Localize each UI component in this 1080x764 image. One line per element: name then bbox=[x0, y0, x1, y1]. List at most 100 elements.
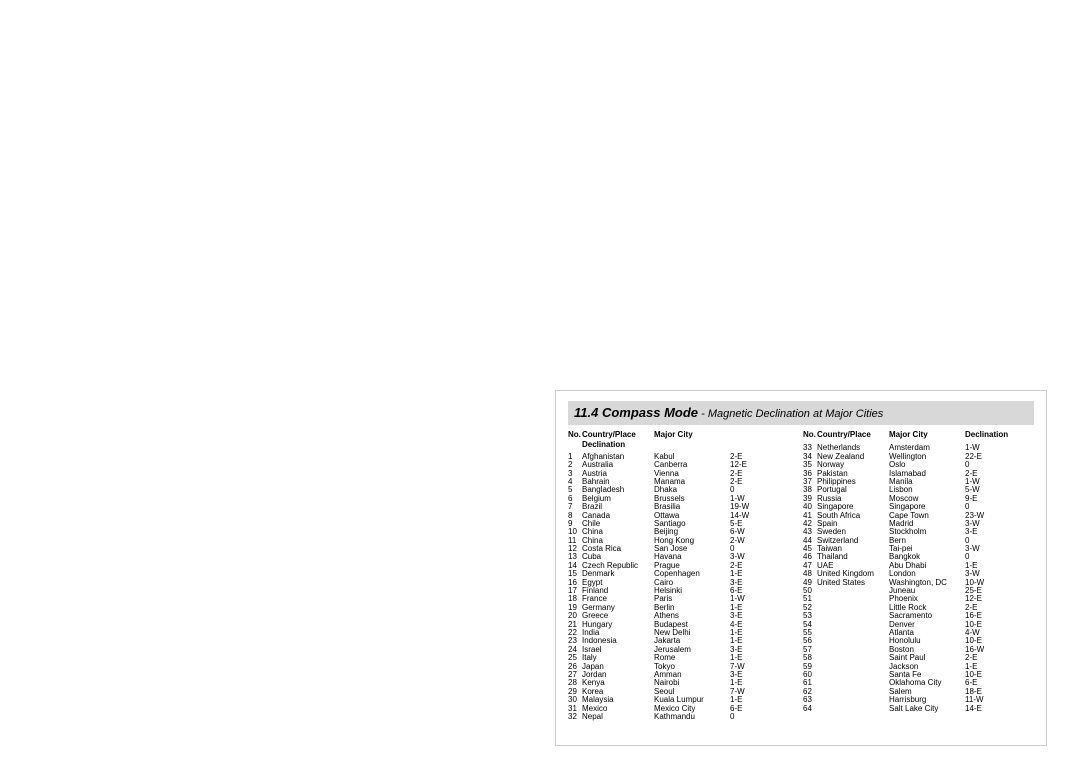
cell-no: 64 bbox=[803, 705, 817, 713]
table-row: 51Phoenix12-E bbox=[803, 595, 1034, 603]
cell-city: Tokyo bbox=[654, 663, 730, 671]
section-title-bar: 11.4 Compass Mode - Magnetic Declination… bbox=[568, 401, 1034, 425]
cell-country bbox=[817, 612, 889, 620]
section-subtitle-dash: - bbox=[698, 408, 708, 420]
cell-country bbox=[817, 688, 889, 696]
cell-country: Jordan bbox=[582, 671, 654, 679]
cell-city: Little Rock bbox=[889, 604, 965, 612]
cell-city: Canberra bbox=[654, 461, 730, 469]
cell-city: Harrisburg bbox=[889, 696, 965, 704]
table-row: 62Salem18-E bbox=[803, 688, 1034, 696]
cell-country: Bangladesh bbox=[582, 486, 654, 494]
document-page: 11.4 Compass Mode - Magnetic Declination… bbox=[555, 390, 1047, 746]
cell-country: Spain bbox=[817, 520, 889, 528]
cell-city: Kuala Lumpur bbox=[654, 696, 730, 704]
cell-city: Santiago bbox=[654, 520, 730, 528]
cell-country bbox=[817, 595, 889, 603]
table-row: 64 Salt Lake City14-E bbox=[803, 705, 1034, 713]
cell-declination: 0 bbox=[730, 713, 764, 721]
table-row: 42SpainMadrid3-W bbox=[803, 520, 1034, 528]
header-city: Major City bbox=[889, 431, 965, 439]
header-city: Major City bbox=[654, 431, 730, 439]
cell-declination: 14-E bbox=[965, 705, 999, 713]
table-row: 55Atlanta4-W bbox=[803, 629, 1034, 637]
cell-city: Salt Lake City bbox=[889, 705, 965, 713]
cell-city: Honolulu bbox=[889, 637, 965, 645]
header-declination-blank bbox=[730, 431, 764, 439]
table-row: 5BangladeshDhaka0 bbox=[568, 486, 799, 494]
cell-city: Beijing bbox=[654, 528, 730, 536]
cell-city: Amsterdam bbox=[889, 444, 965, 452]
table-row: 11ChinaHong Kong2-W bbox=[568, 537, 799, 545]
table-row: 49United StatesWashington, DC10-W bbox=[803, 579, 1034, 587]
cell-country: Thailand bbox=[817, 553, 889, 561]
cell-country: Afghanistan bbox=[582, 453, 654, 461]
cell-city: Cape Town bbox=[889, 512, 965, 520]
cell-city: Wellington bbox=[889, 453, 965, 461]
cell-city: Jerusalem bbox=[654, 646, 730, 654]
cell-country: Hungary bbox=[582, 621, 654, 629]
table-content: No. Country/Place Major City Declination… bbox=[568, 431, 1034, 721]
cell-city: Singapore bbox=[889, 503, 965, 511]
cell-country: South Africa bbox=[817, 512, 889, 520]
cell-country: Belgium bbox=[582, 495, 654, 503]
cell-declination: 3-E bbox=[965, 528, 999, 536]
cell-city: Islamabad bbox=[889, 470, 965, 478]
table-row: 31MexicoMexico City6-E bbox=[568, 705, 799, 713]
cell-city: Mexico City bbox=[654, 705, 730, 713]
header-declination: Declination bbox=[582, 441, 654, 449]
cell-city: Hong Kong bbox=[654, 537, 730, 545]
cell-city: Santa Fe bbox=[889, 671, 965, 679]
cell-city: Stockholm bbox=[889, 528, 965, 536]
cell-country: China bbox=[582, 537, 654, 545]
cell-city: Dhaka bbox=[654, 486, 730, 494]
table-row: 21HungaryBudapest4-E bbox=[568, 621, 799, 629]
table-row: 45TaiwanTai-pei3-W bbox=[803, 545, 1034, 553]
cell-country: Sweden bbox=[817, 528, 889, 536]
cell-country bbox=[817, 696, 889, 704]
table-row: 17FinlandHelsinki6-E bbox=[568, 587, 799, 595]
header-declination: Declination bbox=[965, 431, 999, 439]
table-row: 18FranceParis1-W bbox=[568, 595, 799, 603]
cell-country: Greece bbox=[582, 612, 654, 620]
cell-city: Amman bbox=[654, 671, 730, 679]
cell-city: Juneau bbox=[889, 587, 965, 595]
cell-country: India bbox=[582, 629, 654, 637]
table-row: 1AfghanistanKabul2-E bbox=[568, 453, 799, 461]
cell-country bbox=[817, 604, 889, 612]
cell-city: Lisbon bbox=[889, 486, 965, 494]
cell-country: Austria bbox=[582, 470, 654, 478]
table-row: 41South AfricaCape Town23-W bbox=[803, 512, 1034, 520]
table-row: 48United KingdomLondon3-W bbox=[803, 570, 1034, 578]
cell-country bbox=[817, 646, 889, 654]
cell-city: Jackson bbox=[889, 663, 965, 671]
cell-city: Kabul bbox=[654, 453, 730, 461]
cell-country: Nepal bbox=[582, 713, 654, 721]
cell-country: Singapore bbox=[817, 503, 889, 511]
table-row: 8CanadaOttawa14-W bbox=[568, 512, 799, 520]
cell-country bbox=[817, 654, 889, 662]
header-no: No. bbox=[568, 431, 582, 439]
cell-country bbox=[817, 587, 889, 595]
table-row: 28KenyaNairobi1-E bbox=[568, 679, 799, 687]
cell-country bbox=[817, 663, 889, 671]
table-row: 57Boston16-W bbox=[803, 646, 1034, 654]
cell-country: United States bbox=[817, 579, 889, 587]
cell-city: Madrid bbox=[889, 520, 965, 528]
table-row: 61Oklahoma City6-E bbox=[803, 679, 1034, 687]
table-row: 3AustriaVienna2-E bbox=[568, 470, 799, 478]
section-number-title: 11.4 Compass Mode bbox=[574, 405, 698, 420]
cell-city: Manila bbox=[889, 478, 965, 486]
cell-city: Oslo bbox=[889, 461, 965, 469]
table-row: 37PhilippinesManila1-W bbox=[803, 478, 1034, 486]
table-row: 56Honolulu10-E bbox=[803, 637, 1034, 645]
cell-city: Berlin bbox=[654, 604, 730, 612]
cell-country: Philippines bbox=[817, 478, 889, 486]
cell-country: Brazil bbox=[582, 503, 654, 511]
cell-country: United Kingdom bbox=[817, 570, 889, 578]
cell-country bbox=[817, 671, 889, 679]
header-no: No. bbox=[803, 431, 817, 439]
table-header-row-2: Declination bbox=[568, 441, 799, 449]
cell-city: Athens bbox=[654, 612, 730, 620]
table-row: 36PakistanIslamabad2-E bbox=[803, 470, 1034, 478]
